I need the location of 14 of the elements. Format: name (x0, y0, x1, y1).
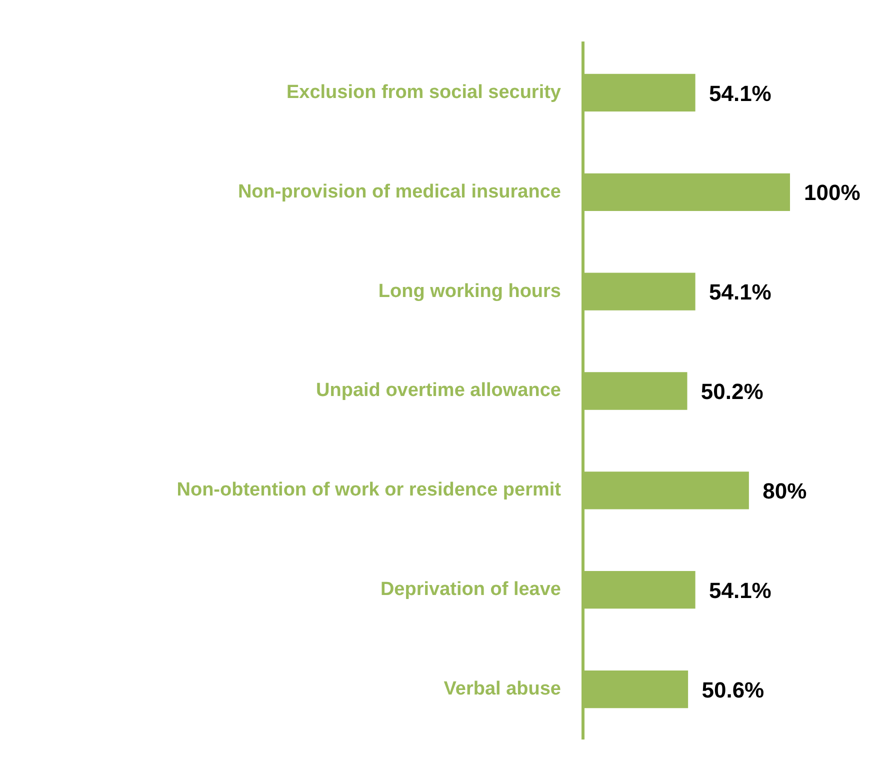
y-tick-label: Non-provision of medical insurance (238, 181, 561, 202)
y-tick-label: Deprivation of leave (380, 579, 561, 600)
y-tick-label: Exclusion from social security (286, 82, 562, 103)
y-tick-label: Long working hours (378, 280, 561, 302)
data-label: 50.6% (702, 677, 764, 702)
data-label: 54.1% (708, 80, 772, 106)
data-label: 50.2% (700, 379, 764, 404)
data-label: 54.1% (708, 280, 772, 305)
data-label: 54.1% (708, 578, 772, 603)
y-tick-label: Non-obtention of work or residence permit (176, 480, 562, 501)
y-tick-label: Verbal abuse (444, 678, 561, 700)
data-label: 80% (762, 478, 807, 504)
data-label: 100% (804, 180, 860, 206)
y-tick-label: Unpaid overtime allowance (316, 380, 561, 402)
